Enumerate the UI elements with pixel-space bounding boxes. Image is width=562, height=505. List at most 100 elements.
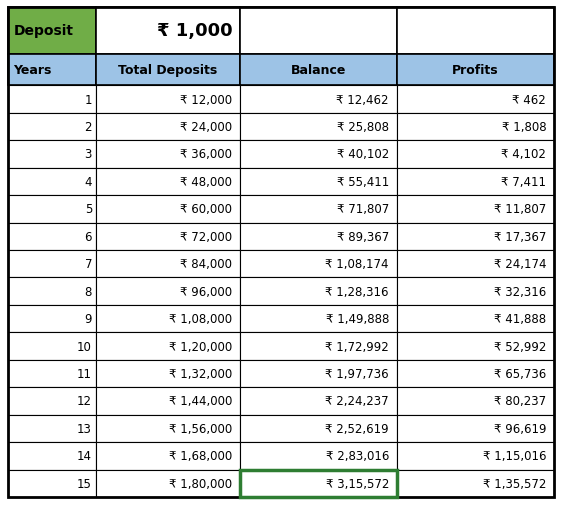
- Text: ₹ 1,80,000: ₹ 1,80,000: [169, 477, 232, 490]
- Text: 5: 5: [85, 203, 92, 216]
- Text: ₹ 1,808: ₹ 1,808: [501, 121, 546, 134]
- Text: 15: 15: [77, 477, 92, 490]
- Text: ₹ 1,97,736: ₹ 1,97,736: [325, 367, 389, 380]
- Bar: [8, 250, 97, 278]
- Bar: [97, 442, 239, 470]
- Text: Deposit: Deposit: [13, 24, 73, 38]
- Text: ₹ 96,619: ₹ 96,619: [493, 422, 546, 435]
- Bar: [8, 114, 97, 141]
- Text: ₹ 96,000: ₹ 96,000: [180, 285, 232, 298]
- Bar: [239, 278, 397, 306]
- Bar: [397, 306, 554, 333]
- Text: ₹ 1,72,992: ₹ 1,72,992: [325, 340, 389, 353]
- Bar: [8, 196, 97, 223]
- Bar: [397, 141, 554, 168]
- Bar: [97, 55, 239, 86]
- Bar: [239, 333, 397, 360]
- Text: ₹ 71,807: ₹ 71,807: [337, 203, 389, 216]
- Bar: [97, 306, 239, 333]
- Text: ₹ 11,807: ₹ 11,807: [494, 203, 546, 216]
- Text: ₹ 2,83,016: ₹ 2,83,016: [325, 449, 389, 463]
- Bar: [397, 333, 554, 360]
- Text: ₹ 1,15,016: ₹ 1,15,016: [483, 449, 546, 463]
- Text: 13: 13: [77, 422, 92, 435]
- Text: ₹ 84,000: ₹ 84,000: [180, 258, 232, 271]
- Text: 9: 9: [84, 313, 92, 326]
- Text: 4: 4: [84, 176, 92, 188]
- Text: ₹ 462: ₹ 462: [513, 93, 546, 107]
- Text: ₹ 52,992: ₹ 52,992: [494, 340, 546, 353]
- Text: ₹ 65,736: ₹ 65,736: [494, 367, 546, 380]
- Bar: [397, 387, 554, 415]
- Text: ₹ 1,32,000: ₹ 1,32,000: [169, 367, 232, 380]
- Bar: [239, 55, 397, 86]
- Text: ₹ 17,367: ₹ 17,367: [494, 230, 546, 243]
- Bar: [239, 250, 397, 278]
- Bar: [8, 55, 97, 86]
- Text: 10: 10: [77, 340, 92, 353]
- Text: ₹ 4,102: ₹ 4,102: [501, 148, 546, 161]
- Text: ₹ 41,888: ₹ 41,888: [494, 313, 546, 326]
- Text: ₹ 1,08,174: ₹ 1,08,174: [325, 258, 389, 271]
- Text: ₹ 1,44,000: ₹ 1,44,000: [169, 395, 232, 408]
- Text: ₹ 1,000: ₹ 1,000: [157, 22, 232, 40]
- Bar: [239, 86, 397, 114]
- Bar: [239, 114, 397, 141]
- Bar: [97, 470, 239, 497]
- Text: 14: 14: [77, 449, 92, 463]
- Bar: [8, 333, 97, 360]
- Bar: [397, 442, 554, 470]
- Text: ₹ 1,20,000: ₹ 1,20,000: [169, 340, 232, 353]
- Text: Total Deposits: Total Deposits: [119, 64, 217, 77]
- Text: Profits: Profits: [452, 64, 498, 77]
- Bar: [97, 86, 239, 114]
- Bar: [97, 360, 239, 387]
- Bar: [239, 8, 397, 55]
- Bar: [8, 86, 97, 114]
- Bar: [397, 8, 554, 55]
- Text: 1: 1: [84, 93, 92, 107]
- Text: ₹ 1,28,316: ₹ 1,28,316: [325, 285, 389, 298]
- Bar: [239, 387, 397, 415]
- Text: ₹ 40,102: ₹ 40,102: [337, 148, 389, 161]
- Bar: [397, 278, 554, 306]
- Bar: [8, 442, 97, 470]
- Text: 11: 11: [77, 367, 92, 380]
- Text: ₹ 89,367: ₹ 89,367: [337, 230, 389, 243]
- Bar: [239, 442, 397, 470]
- Text: ₹ 1,49,888: ₹ 1,49,888: [325, 313, 389, 326]
- Bar: [8, 360, 97, 387]
- Text: 3: 3: [85, 148, 92, 161]
- Bar: [239, 223, 397, 250]
- Text: ₹ 36,000: ₹ 36,000: [180, 148, 232, 161]
- Bar: [239, 196, 397, 223]
- Bar: [397, 168, 554, 196]
- Bar: [397, 196, 554, 223]
- Text: Years: Years: [13, 64, 52, 77]
- Bar: [8, 8, 97, 55]
- Bar: [8, 470, 97, 497]
- Bar: [8, 168, 97, 196]
- Text: 2: 2: [84, 121, 92, 134]
- Bar: [8, 278, 97, 306]
- Bar: [397, 223, 554, 250]
- Text: 6: 6: [84, 230, 92, 243]
- Bar: [8, 415, 97, 442]
- Bar: [397, 415, 554, 442]
- Text: ₹ 3,15,572: ₹ 3,15,572: [325, 477, 389, 490]
- Text: 8: 8: [85, 285, 92, 298]
- Text: ₹ 12,000: ₹ 12,000: [180, 93, 232, 107]
- Bar: [239, 470, 397, 497]
- Bar: [239, 470, 397, 497]
- Bar: [97, 250, 239, 278]
- Bar: [239, 168, 397, 196]
- Bar: [239, 141, 397, 168]
- Text: ₹ 80,237: ₹ 80,237: [494, 395, 546, 408]
- Bar: [97, 223, 239, 250]
- Text: ₹ 1,68,000: ₹ 1,68,000: [169, 449, 232, 463]
- Bar: [8, 387, 97, 415]
- Bar: [97, 333, 239, 360]
- Text: ₹ 25,808: ₹ 25,808: [337, 121, 389, 134]
- Text: Balance: Balance: [291, 64, 346, 77]
- Bar: [97, 196, 239, 223]
